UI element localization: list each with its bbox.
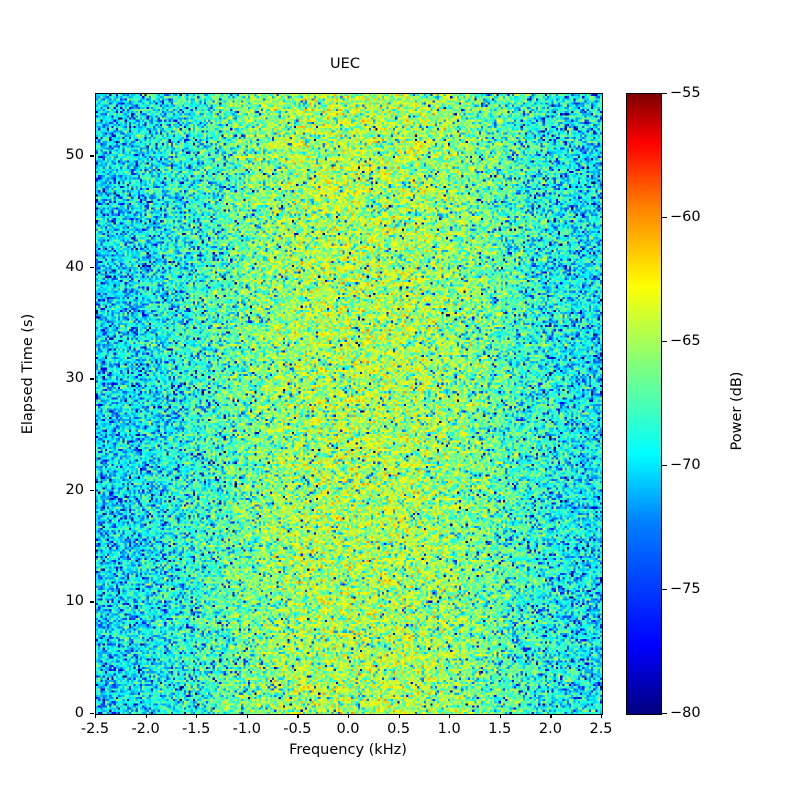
y-tick-label-wrap: 30 [0, 371, 84, 385]
x-tick-mark [449, 714, 451, 718]
x-tick-label: 1.0 [437, 721, 461, 737]
x-tick-mark [398, 714, 400, 718]
y-tick-label-wrap: 0 [0, 706, 84, 720]
x-tick-mark [95, 714, 97, 718]
colorbar-tick-label-wrap: −60 [670, 210, 701, 224]
colorbar-tick-label: −55 [670, 85, 701, 101]
x-tick-mark [196, 714, 198, 718]
x-tick-mark [499, 714, 501, 718]
colorbar-tick-mark [662, 341, 667, 343]
y-tick-label: 0 [74, 705, 84, 721]
y-tick-label-wrap: 20 [0, 483, 84, 497]
y-tick-label: 10 [65, 593, 84, 610]
y-tick-mark [90, 155, 94, 157]
y-tick-mark [90, 601, 94, 603]
x-tick-mark [601, 714, 603, 718]
colorbar-gradient [627, 94, 661, 714]
spectrogram-plot-area[interactable] [95, 93, 603, 715]
colorbar-tick-label-wrap: −70 [670, 458, 701, 472]
colorbar-tick-label: −75 [670, 581, 701, 597]
colorbar-tick-label-wrap: −65 [670, 334, 701, 348]
y-tick-label-wrap: 50 [0, 148, 84, 162]
y-tick-label-wrap: 10 [0, 594, 84, 608]
colorbar-tick-label-wrap: −55 [670, 86, 701, 100]
y-tick-mark [90, 266, 94, 269]
y-tick-label: 40 [65, 258, 84, 275]
x-tick-label: -0.5 [283, 721, 312, 737]
colorbar-tick-label-wrap: −75 [670, 582, 701, 596]
colorbar-label: Power (dB) [729, 371, 745, 451]
title-line-station: UEC [330, 56, 360, 72]
colorbar-tick-label: −70 [670, 457, 701, 473]
colorbar-tick-label: −65 [670, 333, 701, 349]
y-tick-mark [90, 378, 94, 380]
y-tick-mark [90, 489, 94, 492]
y-tick-label: 50 [65, 147, 84, 164]
y-tick-label-wrap: 40 [0, 260, 84, 274]
x-tick-label: -2.0 [131, 721, 160, 737]
spectrogram-image [96, 94, 602, 714]
x-tick-mark [246, 714, 248, 718]
x-tick-label: 2.5 [589, 721, 613, 737]
x-tick-label: -2.5 [80, 721, 110, 737]
x-tick-mark [348, 714, 350, 718]
x-tick-label: -1.5 [182, 721, 211, 737]
x-tick-mark [145, 714, 147, 718]
y-tick-label: 20 [65, 481, 84, 498]
colorbar-tick-mark [662, 217, 667, 219]
colorbar-tick-mark [662, 589, 667, 591]
x-tick-mark [297, 714, 299, 718]
y-tick-label: 30 [65, 370, 84, 387]
colorbar-tick-mark [662, 93, 667, 95]
x-tick-label: 0.0 [336, 721, 360, 737]
y-tick-mark [90, 713, 94, 715]
colorbar [626, 93, 662, 715]
x-tick-label: -1.0 [232, 721, 261, 737]
colorbar-tick-label: −80 [670, 705, 701, 721]
colorbar-tick-label-wrap: −80 [670, 706, 701, 720]
x-tick-label: 0.5 [387, 721, 411, 737]
x-tick-mark [550, 714, 552, 718]
x-tick-label: 1.5 [488, 721, 512, 737]
colorbar-tick-label: −60 [670, 209, 701, 225]
colorbar-tick-mark [662, 465, 667, 467]
y-axis-label: Elapsed Time (s) [20, 313, 36, 435]
x-tick-label: 2.0 [538, 721, 562, 737]
colorbar-tick-mark [662, 713, 667, 715]
x-axis-label: Frequency (kHz) [289, 742, 407, 758]
